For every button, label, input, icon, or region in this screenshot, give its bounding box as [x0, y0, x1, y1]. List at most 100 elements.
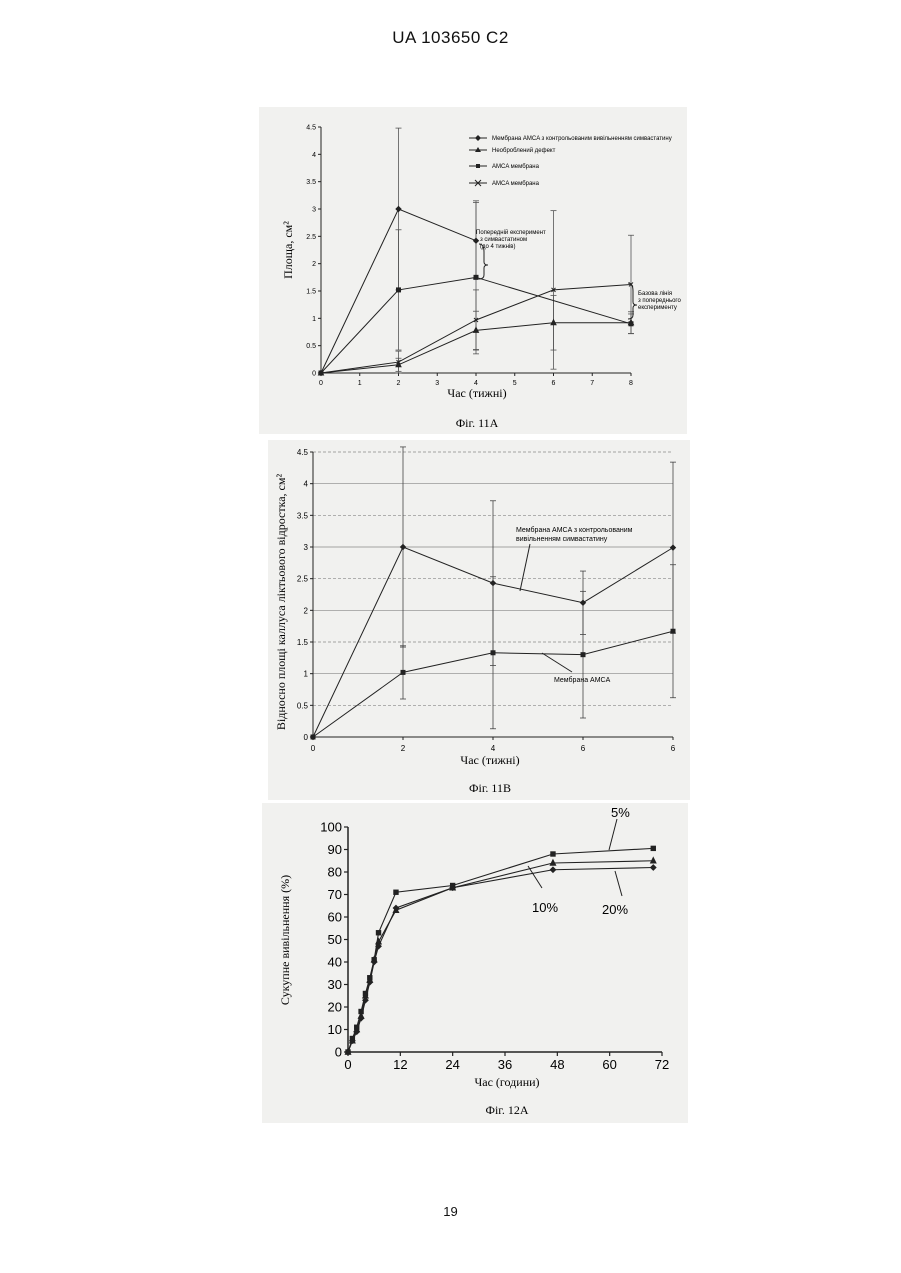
legend-marker-diamond [475, 135, 481, 141]
data-point [581, 600, 586, 605]
legend: Мембрана AMCA з контрольованим вивільнен… [469, 135, 672, 187]
y-tick-label: 4 [304, 480, 309, 489]
y-tick-label: 3.5 [297, 511, 309, 520]
x-axis-label: Час (години) [474, 1075, 539, 1089]
x-axis-label: Час (тижні) [447, 386, 506, 400]
y-tick-label: 4.5 [297, 448, 309, 457]
annotation-2-line-3: експерименту [638, 305, 677, 311]
y-tick-label: 1 [304, 670, 309, 679]
x-tick-label: 2 [401, 744, 406, 753]
x-tick-label: 6 [581, 744, 586, 753]
y-tick-label: 90 [328, 842, 342, 857]
annotation-1-line-2: з симвастатином [480, 237, 527, 243]
x-tick-label: 5 [513, 380, 517, 387]
figure-11a: 00.511.522.533.544.5012345678 Мембрана A… [259, 107, 687, 434]
chart-11b: 00.511.522.533.544.502466 Мембрана AMCA … [268, 440, 690, 800]
label-leader-20 [615, 871, 622, 896]
x-tick-label: 2 [397, 380, 401, 387]
legend-entry-1: Мембрана AMCA з контрольованим вивільнен… [492, 136, 672, 142]
y-tick-label: 50 [328, 932, 342, 947]
annotation-1: Попередній експеримент з симвастатином (… [476, 229, 546, 250]
y-axis-label: Площа, см² [281, 221, 295, 279]
x-axis-label: Час (тижні) [460, 753, 519, 767]
x-tick-label: 3 [435, 380, 439, 387]
series-line-10% [348, 861, 653, 1052]
data-point [394, 890, 398, 894]
annotation-2-line-1: Базова лінія [638, 291, 672, 297]
y-tick-label: 2 [312, 261, 316, 268]
data-point [581, 653, 585, 657]
data-point [551, 852, 555, 856]
x-tick-label: 6 [671, 744, 676, 753]
label-leader-bottom [542, 653, 572, 672]
annotation-1-line-3: (до 4 тижнів) [480, 244, 515, 250]
figure-caption: Фіг. 11А [456, 416, 499, 430]
x-tick-label: 8 [629, 380, 633, 387]
y-tick-label: 3 [312, 207, 316, 214]
figure-caption: Фіг. 12А [485, 1103, 528, 1117]
data-point [401, 545, 406, 550]
legend-entry-2: Необроблений дефект [492, 147, 556, 154]
y-tick-label: 10 [328, 1022, 342, 1037]
y-tick-label: 0.5 [306, 343, 316, 350]
x-tick-label: 7 [590, 380, 594, 387]
legend-entry-4: AMCA мембрана [492, 181, 540, 187]
x-tick-label: 60 [602, 1057, 616, 1072]
annotation-2-line-2: з попереднього [638, 298, 681, 304]
data-point [671, 545, 676, 550]
y-tick-label: 2.5 [306, 234, 316, 241]
series-label-bottom: Мембрана AMCA [554, 676, 611, 684]
annotation-1-line-1: Попередній експеримент [476, 229, 546, 236]
x-tick-label: 36 [498, 1057, 512, 1072]
series-label-top: Мембрана AMCA з контрольованим вивільнен… [516, 526, 633, 543]
data-point [629, 322, 633, 326]
data-point [551, 320, 556, 325]
y-tick-label: 70 [328, 887, 342, 902]
x-tick-label: 72 [655, 1057, 669, 1072]
y-tick-label: 4 [312, 152, 316, 159]
y-tick-label: 80 [328, 865, 342, 880]
data-point [491, 651, 495, 655]
x-tick-label: 48 [550, 1057, 564, 1072]
x-tick-label: 12 [393, 1057, 407, 1072]
data-point [311, 735, 315, 739]
series-line-20% [348, 868, 653, 1053]
y-tick-label: 1 [312, 316, 316, 323]
data-point [474, 327, 479, 332]
x-tick-label: 0 [319, 380, 323, 387]
y-tick-label: 1.5 [306, 289, 316, 296]
data-point [550, 860, 555, 865]
data-point [491, 581, 496, 586]
y-tick-label: 20 [328, 1000, 342, 1015]
label-leader-10 [528, 866, 542, 888]
y-axis-label: Сукупне вивільнення (%) [278, 875, 292, 1005]
legend-marker-square [476, 164, 480, 168]
data-point [651, 858, 656, 863]
y-tick-label: 0.5 [297, 701, 309, 710]
y-tick-label: 0 [304, 733, 309, 742]
annotation-2: Базова лінія з попереднього експерименту [638, 291, 681, 311]
legend-entry-3: AMCA мембрана [492, 164, 540, 170]
series-label-5: 5% [611, 805, 630, 820]
y-tick-label: 3 [304, 543, 309, 552]
series-label-top-line-2: вивільненням симвастатину [516, 535, 608, 543]
x-tick-label: 0 [311, 744, 316, 753]
data-point [396, 207, 401, 212]
page-header: UA 103650 C2 [0, 28, 901, 48]
label-leader-top [520, 544, 530, 591]
y-tick-label: 4.5 [306, 125, 316, 132]
series-label-10: 10% [532, 900, 558, 915]
series-label-20: 20% [602, 902, 628, 917]
data-point [671, 629, 675, 633]
y-tick-label: 100 [320, 820, 342, 835]
figure-caption: Фіг. 11В [469, 781, 511, 795]
y-tick-label: 30 [328, 977, 342, 992]
y-tick-label: 0 [312, 371, 316, 378]
data-point [397, 288, 401, 292]
y-axis-label: Відносно площі каллуса ліктьового відрос… [274, 474, 288, 731]
y-tick-label: 40 [328, 955, 342, 970]
y-tick-label: 2 [304, 606, 309, 615]
data-point [651, 865, 656, 870]
x-tick-label: 6 [552, 380, 556, 387]
y-tick-label: 3.5 [306, 179, 316, 186]
